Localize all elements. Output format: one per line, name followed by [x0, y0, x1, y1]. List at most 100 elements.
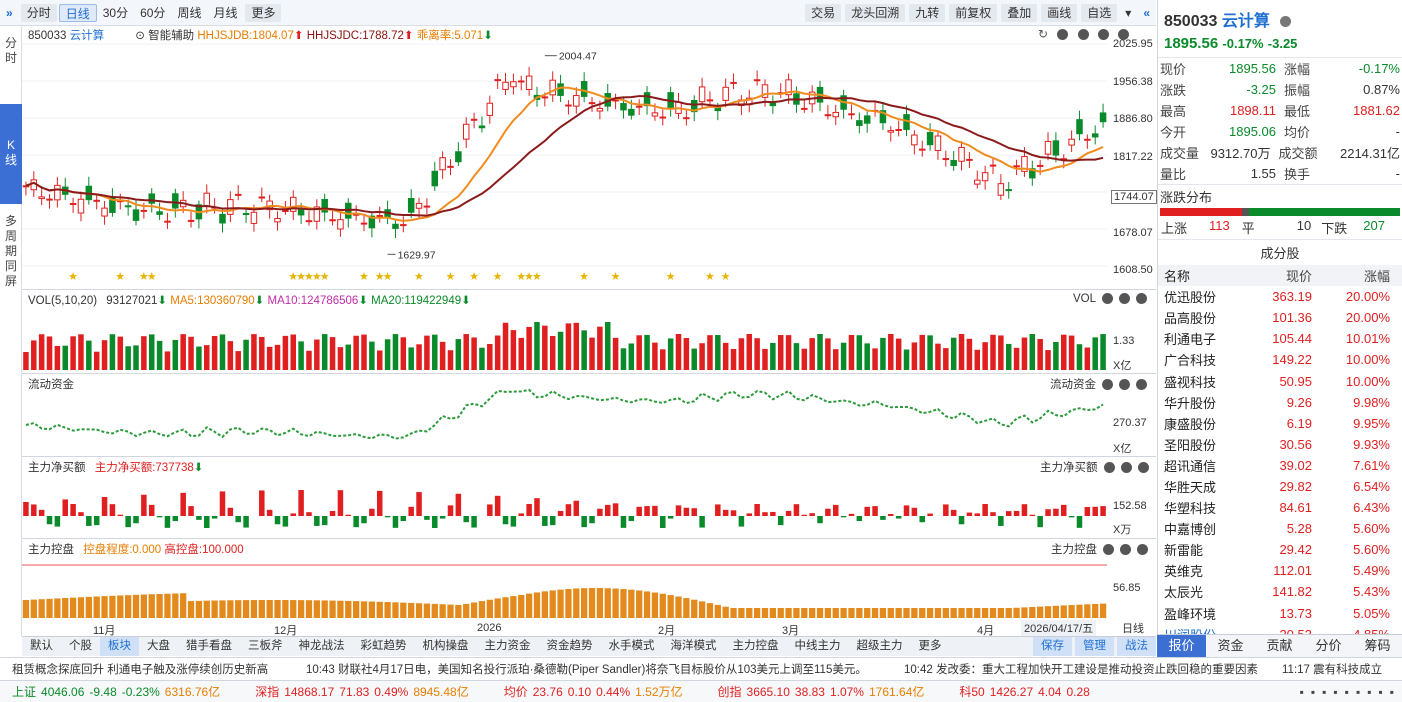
help-icon[interactable] — [1119, 379, 1130, 391]
tab-60min[interactable]: 60分 — [140, 5, 166, 20]
constituent-row[interactable]: 利通电子 105.44 10.01% — [1158, 328, 1402, 349]
index-quote[interactable]: 深指 14868.17 71.83 0.49% 8945.48亿 — [255, 683, 474, 700]
close-icon[interactable] — [1137, 462, 1149, 474]
sound-icon[interactable]: ▪ — [1344, 684, 1349, 699]
header-name[interactable]: 名称 — [1164, 269, 1191, 285]
quote-tab[interactable]: 贡献 — [1266, 638, 1293, 653]
constituent-row[interactable]: 广合科技 149.22 10.00% — [1158, 349, 1402, 370]
indicator-tab[interactable]: 更多 — [918, 640, 942, 652]
indicator-tab[interactable]: 彩虹趋势 — [360, 640, 407, 652]
grid-icon[interactable]: ▪ — [1322, 684, 1327, 699]
constituent-row[interactable]: 中嘉博创 5.28 5.60% — [1158, 518, 1402, 539]
action-button[interactable]: 保存 — [1033, 637, 1072, 656]
close-icon[interactable] — [1136, 293, 1148, 305]
tab-daily[interactable]: 日线 — [58, 3, 97, 22]
indicator-tab[interactable]: 中线主力 — [794, 640, 841, 652]
header-pct[interactable]: 涨幅 — [1363, 269, 1390, 285]
action-button[interactable]: 战法 — [1117, 637, 1156, 656]
adjust-menu[interactable]: 前复权 — [949, 3, 998, 22]
indicator-tab[interactable]: 猎手看盘 — [186, 640, 232, 652]
settings-icon[interactable] — [1102, 379, 1113, 391]
overlay-menu[interactable]: 叠加 — [1001, 3, 1038, 22]
watchlist-button[interactable]: 自选 — [1081, 3, 1118, 22]
constituent-row[interactable]: 盈峰环境 13.73 5.05% — [1158, 603, 1402, 624]
tab-more[interactable]: 更多 — [245, 3, 282, 22]
news-item[interactable]: 11:17 震有科技成立 — [1282, 663, 1383, 676]
indicator-tab[interactable]: 默认 — [30, 640, 53, 652]
chart-icon[interactable]: ▪ — [1378, 684, 1383, 699]
settings-icon[interactable] — [1103, 544, 1114, 556]
sidebar-item-kline[interactable]: K 线 — [0, 104, 22, 204]
constituent-row[interactable]: 太辰光 141.82 5.43% — [1158, 581, 1402, 602]
tab-monthly[interactable]: 月线 — [213, 5, 238, 20]
quote-tab[interactable]: 筹码 — [1364, 638, 1391, 653]
close-icon[interactable] — [1137, 544, 1148, 556]
constituent-row[interactable]: 超讯通信 39.02 7.61% — [1158, 455, 1402, 476]
constituent-row[interactable]: 华塑科技 84.61 6.43% — [1158, 497, 1402, 518]
info-icon[interactable] — [1280, 16, 1292, 28]
indicator-tab[interactable]: 海洋模式 — [670, 640, 717, 652]
indicator-tab[interactable]: 个股 — [69, 640, 92, 652]
help-icon[interactable] — [1120, 462, 1132, 474]
chevron-down-icon[interactable]: ▾ — [1125, 5, 1132, 20]
indicator-tab[interactable]: 大盘 — [147, 640, 170, 652]
indicator-tab[interactable]: 神龙战法 — [298, 640, 345, 652]
settings-icon[interactable] — [1098, 29, 1110, 41]
quote-tab[interactable]: 资金 — [1217, 638, 1244, 653]
leader-backtrack-button[interactable]: 龙头回溯 — [845, 3, 906, 22]
constituent-row[interactable]: 新雷能 29.42 5.60% — [1158, 539, 1402, 560]
news-item[interactable]: 10:42 发改委：重大工程加快开工建设是推动投资止跌回稳的重要因素 — [904, 663, 1258, 676]
help-icon[interactable] — [1119, 293, 1131, 305]
smart-assist-toggle[interactable]: ⊙ 智能辅助 — [135, 30, 195, 42]
tab-weekly[interactable]: 周线 — [177, 5, 202, 20]
help-icon[interactable] — [1118, 29, 1130, 41]
chevron-left-icon[interactable]: « — [1143, 5, 1150, 20]
play-icon[interactable]: ▪ — [1355, 684, 1361, 699]
settings-icon[interactable] — [1103, 462, 1115, 474]
indicator-tab[interactable]: 主力控盘 — [732, 640, 779, 652]
quote-tab[interactable]: 分价 — [1315, 638, 1342, 653]
header-price[interactable]: 现价 — [1285, 269, 1312, 285]
action-button[interactable]: 管理 — [1075, 637, 1114, 656]
constituent-row[interactable]: 康盛股份 6.19 9.95% — [1158, 413, 1402, 434]
constituent-row[interactable]: 华胜天成 29.82 6.54% — [1158, 476, 1402, 497]
index-quote[interactable]: 创指 3665.10 38.83 1.07% 1761.64亿 — [718, 683, 930, 700]
lock-icon[interactable]: ▪ — [1299, 684, 1304, 699]
close-icon[interactable] — [1136, 379, 1147, 391]
help-icon[interactable] — [1120, 544, 1131, 556]
draw-line-button[interactable]: 画线 — [1041, 3, 1078, 22]
print-icon[interactable]: ▪ — [1310, 684, 1316, 699]
constituent-row[interactable]: 华升股份 9.26 9.98% — [1158, 392, 1402, 413]
index-quote[interactable]: 上证 4046.06 -9.48 -0.23% 6316.76亿 — [12, 683, 225, 700]
refresh-icon[interactable]: ↻ — [1038, 27, 1049, 41]
news-item[interactable]: 10:43 财联社4月17日电，美国知名投行派珀·桑德勒(Piper Sandl… — [306, 663, 867, 676]
quote-tab[interactable]: 报价 — [1157, 635, 1206, 657]
constituent-row[interactable]: 圣阳股份 30.56 9.93% — [1158, 434, 1402, 455]
indicator-tab[interactable]: 超级主力 — [856, 640, 903, 652]
settings-icon[interactable] — [1102, 293, 1114, 305]
index-quote[interactable]: 均价 23.76 0.10 0.44% 1.52万亿 — [504, 683, 688, 700]
trade-menu[interactable]: 交易 — [805, 3, 842, 22]
phone-icon[interactable]: ▪ — [1333, 684, 1338, 699]
constituent-row[interactable]: 英维克 112.01 5.49% — [1158, 560, 1402, 581]
zoom-out-icon[interactable] — [1077, 29, 1089, 41]
indicator-tab[interactable]: 板块 — [100, 637, 139, 656]
news-item[interactable]: 租赁概念探底回升 利通电子触及涨停续创历史新高 — [12, 663, 269, 676]
tab-30min[interactable]: 30分 — [102, 5, 129, 20]
constituent-row[interactable]: 品高股份 101.36 20.00% — [1158, 307, 1402, 328]
constituent-row[interactable]: 优迅股份 363.19 20.00% — [1158, 286, 1402, 307]
indicator-tab[interactable]: 机构操盘 — [422, 640, 469, 652]
indicator-tab[interactable]: 资金趋势 — [546, 640, 593, 652]
constituent-row[interactable]: 盛视科技 50.95 10.00% — [1158, 370, 1402, 391]
nine-turn-button[interactable]: 九转 — [909, 3, 946, 22]
bell-icon[interactable]: ▪ — [1367, 684, 1372, 699]
sidebar-item-intraday[interactable]: 分 时 — [0, 36, 22, 68]
zoom-in-icon[interactable] — [1057, 29, 1069, 41]
index-quote[interactable]: 科50 1426.27 4.04 0.28 — [959, 683, 1094, 700]
indicator-tab[interactable]: 三板斧 — [248, 640, 283, 652]
expand-icon[interactable]: ▪ — [1389, 684, 1394, 699]
indicator-tab[interactable]: 主力资金 — [484, 640, 531, 652]
indicator-tab[interactable]: 水手模式 — [608, 640, 655, 652]
collapse-icon[interactable]: » — [6, 5, 13, 20]
